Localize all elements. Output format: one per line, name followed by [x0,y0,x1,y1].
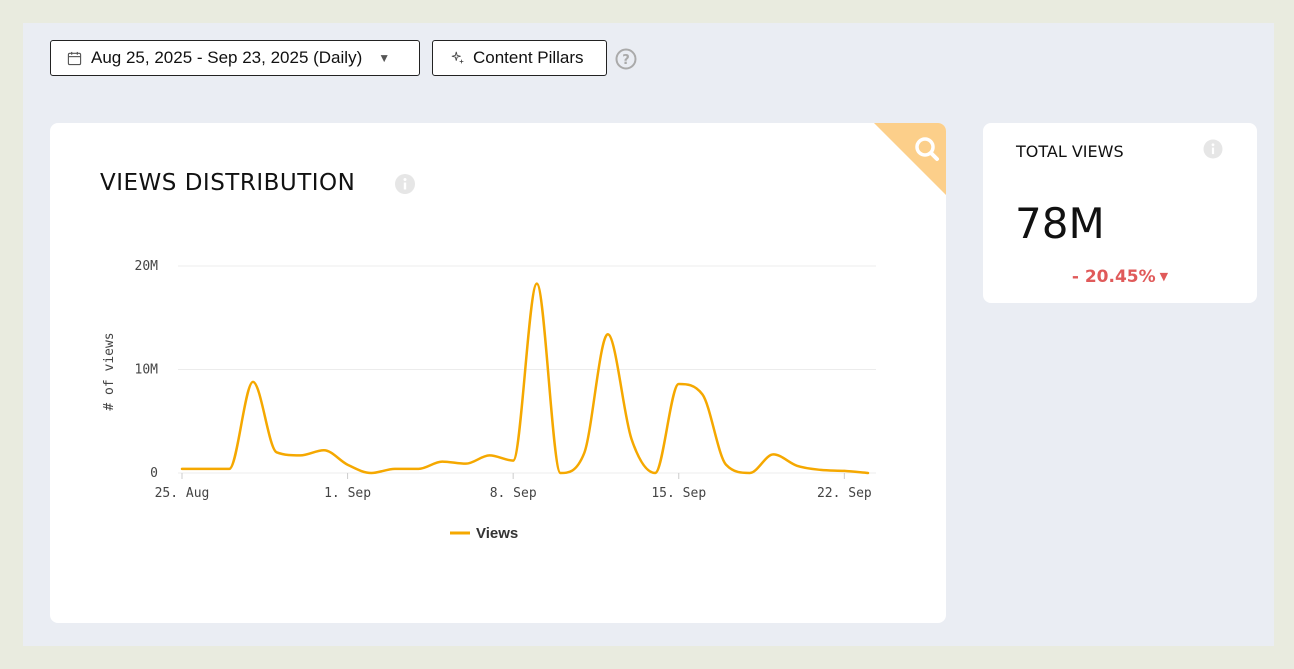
svg-text:?: ? [622,53,630,68]
legend-label-views: Views [476,525,518,542]
series-line-views [180,282,870,475]
x-tick-label: 22. Sep [817,486,872,501]
content-pillars-label: Content Pillars [473,48,584,67]
help-icon[interactable]: ? [615,48,637,70]
search-icon[interactable] [874,123,946,195]
y-tick-label: 20M [135,259,159,274]
calendar-icon [67,51,82,65]
total-views-label: TOTAL VIEWS [1016,142,1124,161]
views-distribution-card: VIEWS DISTRIBUTION 0 10M 20M 25. Aug 1. Sep 8… [50,123,946,623]
x-tick-label: 25. Aug [155,486,210,501]
chart-title: VIEWS DISTRIBUTION [100,170,356,196]
info-icon[interactable] [394,173,416,195]
y-tick-label: 10M [135,363,159,378]
dashboard-canvas: Aug 25, 2025 - Sep 23, 2025 (Daily) ▼ Co… [23,23,1274,646]
y-axis-label: # of views [102,332,117,410]
caret-down-icon: ▼ [1159,270,1169,283]
x-tick-label: 8. Sep [490,486,537,501]
total-views-value: 78M [1015,199,1105,248]
total-views-card: TOTAL VIEWS 78M - 20.45% ▼ [983,123,1257,303]
info-icon[interactable] [1203,139,1223,159]
caret-down-icon: ▼ [378,51,391,65]
x-tick-label: 15. Sep [651,486,706,501]
content-pillars-button[interactable]: Content Pillars [432,40,607,76]
x-tick-label: 1. Sep [324,486,371,501]
date-range-button[interactable]: Aug 25, 2025 - Sep 23, 2025 (Daily) ▼ [50,40,420,76]
change-text: - 20.45% [1071,267,1156,287]
total-views-change: - 20.45% ▼ [983,267,1257,287]
sparkle-icon [451,51,465,65]
date-range-label: Aug 25, 2025 - Sep 23, 2025 (Daily) [91,48,363,67]
y-tick-label: 0 [150,466,158,481]
views-line-chart: 0 10M 20M 25. Aug 1. Sep 8. Sep 15. Sep 22. Sep… [102,259,876,542]
